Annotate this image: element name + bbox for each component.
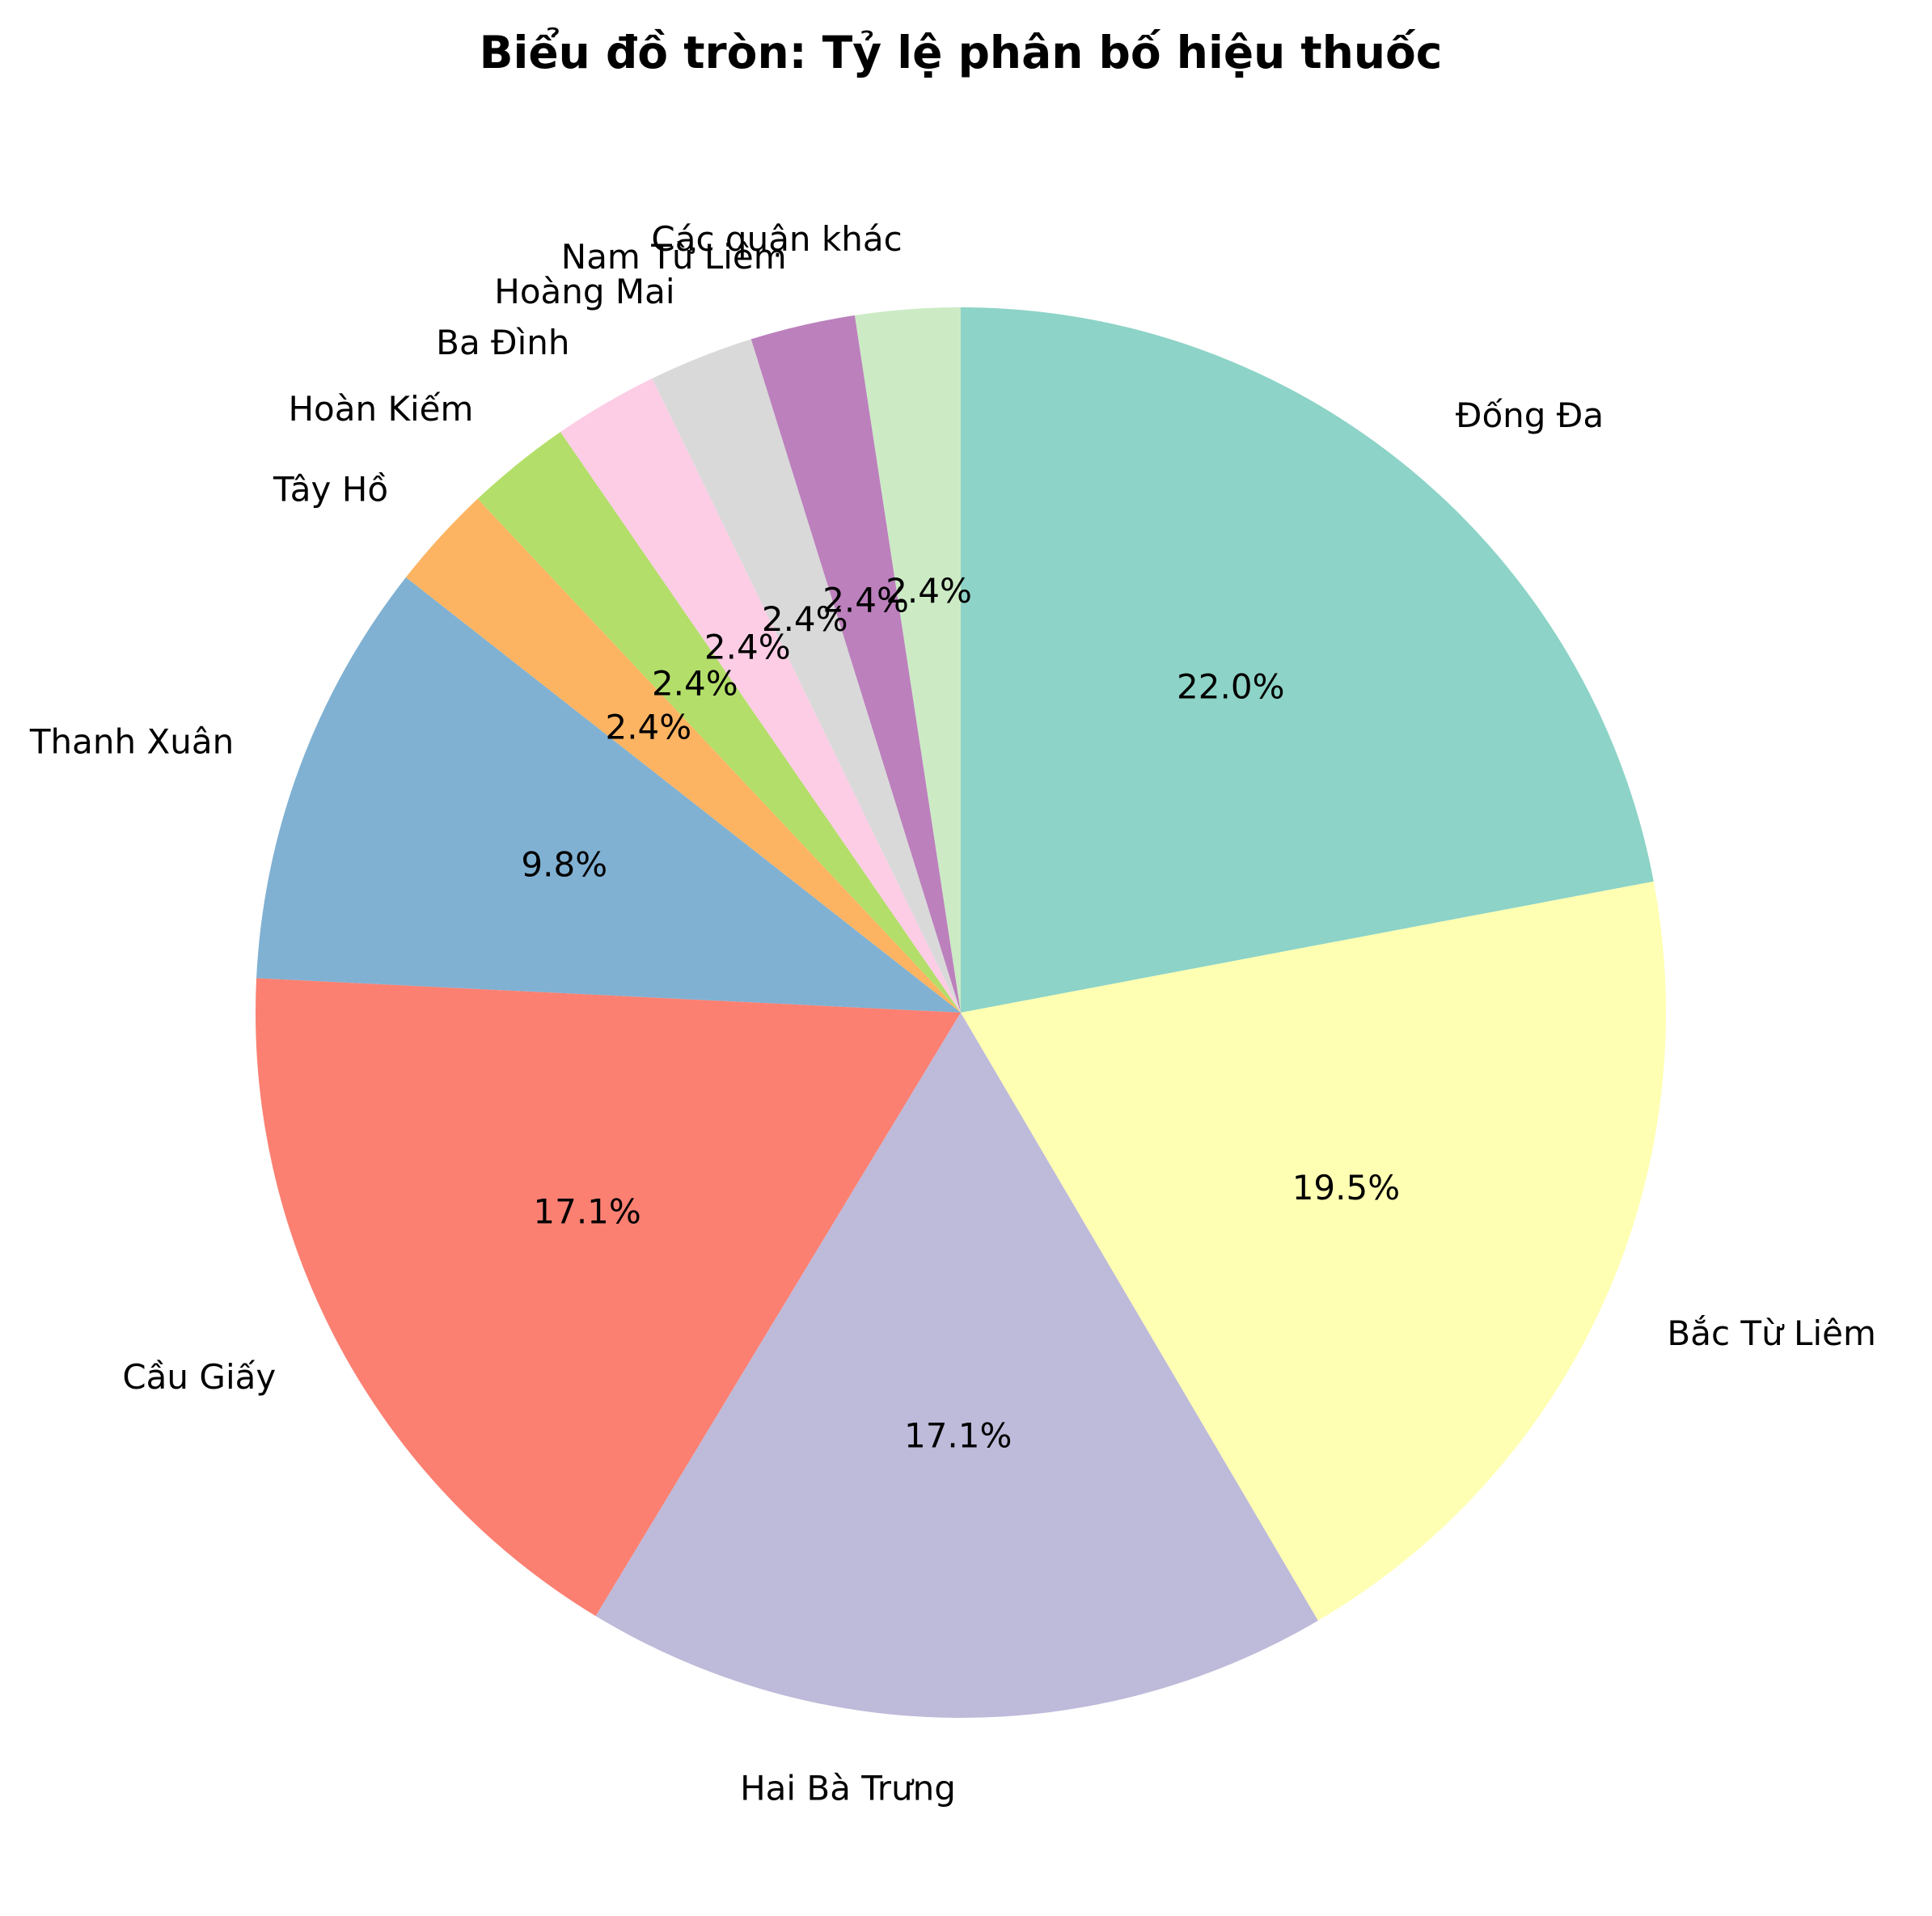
slice-label-thanh-xuan: Thanh Xuân: [29, 721, 234, 761]
pie-slice-thanh-xuan: [256, 577, 961, 1013]
slice-label-cau-giay: Cầu Giấy: [122, 1357, 276, 1397]
pie-slice-ba-dinh: [560, 378, 961, 1013]
slice-label-tay-ho: Tây Hồ: [273, 469, 388, 509]
slice-label-hai-ba-trung: Hai Bà Trưng: [740, 1769, 956, 1808]
pct-label-hoang-mai: 2.4%: [762, 599, 848, 639]
slice-label-ba-dinh: Ba Đình: [436, 323, 569, 362]
slice-label-bac-tu-liem: Bắc Từ Liêm: [1667, 1313, 1875, 1353]
pie-slice-hoang-mai: [652, 339, 961, 1013]
pct-label-tay-ho: 2.4%: [605, 707, 691, 747]
pct-label-hai-ba-trung: 17.1%: [904, 1416, 1012, 1456]
pie-slice-tay-ho: [405, 498, 962, 1013]
pie-slice-nam-tu-liem: [750, 315, 961, 1013]
slice-label-nam-tu-liem: Nam Từ Liêm: [561, 237, 787, 277]
pie-slices: [256, 307, 1666, 1718]
pct-label-cac-quan-khac: 2.4%: [886, 571, 972, 611]
pie-slice-cau-giay: [256, 978, 961, 1617]
pie-slice-hoan-kiem: [477, 432, 961, 1013]
pct-label-ba-dinh: 2.4%: [704, 628, 791, 667]
pct-label-cau-giay: 17.1%: [533, 1191, 640, 1231]
pct-label-dong-da: 22.0%: [1177, 667, 1284, 707]
pie-slice-cac-quan-khac: [854, 307, 961, 1013]
pct-label-hoan-kiem: 2.4%: [652, 663, 738, 703]
slice-label-hoang-mai: Hoàng Mai: [494, 272, 674, 311]
pct-label-thanh-xuan: 9.8%: [521, 845, 607, 885]
slice-label-dong-da: Đống Đa: [1456, 395, 1604, 435]
slice-label-cac-quan-khac: Các quận khác: [651, 219, 902, 259]
pct-label-nam-tu-liem: 2.4%: [822, 581, 909, 620]
pie-slice-dong-da: [961, 307, 1654, 1013]
percent-labels: 2.4%2.4%2.4%2.4%2.4%2.4%9.8%17.1%17.1%19…: [521, 571, 1400, 1456]
pie-slice-bac-tu-liem: [961, 881, 1666, 1621]
slice-label-hoan-kiem: Hoàn Kiếm: [288, 389, 473, 429]
pie-slice-hai-ba-trung: [595, 1013, 1318, 1718]
chart-title: Biểu đồ tròn: Tỷ lệ phân bố hiệu thuốc: [480, 27, 1443, 78]
pct-label-bac-tu-liem: 19.5%: [1292, 1168, 1400, 1208]
